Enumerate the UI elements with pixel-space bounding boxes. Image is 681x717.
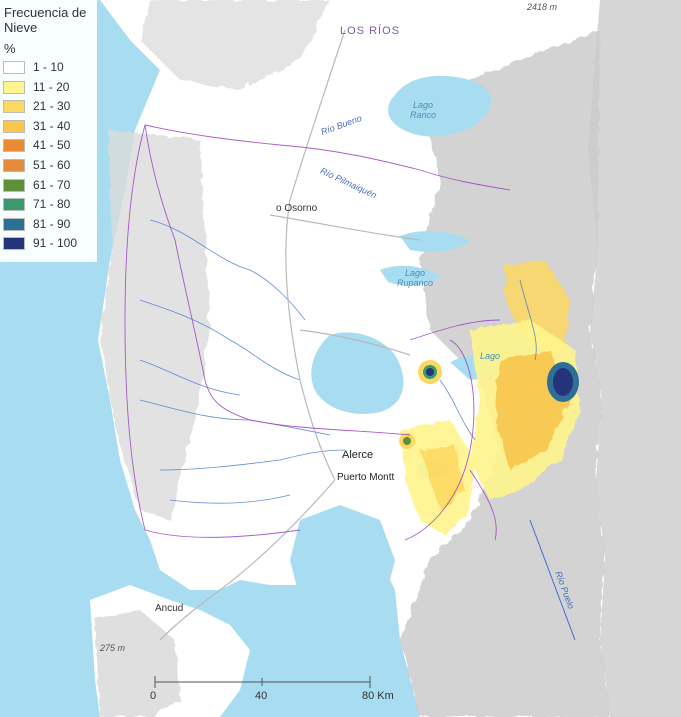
lago-llanquihue-water [311,332,404,415]
legend-unit: % [4,41,16,56]
legend-swatch [3,119,25,133]
snow-volcano-osorno-core [426,368,434,376]
legend-label: 91 - 100 [33,236,78,251]
regional-boundary [124,124,511,541]
north-relief [140,0,330,90]
legend-title: Frecuencia de Nieve [4,5,87,35]
lago-puyehue-water [400,231,470,252]
legend-label: 31 - 40 [33,118,71,133]
legend-panel: Frecuencia de Nieve % 1 - 10 11 - 20 21 - … [0,0,97,262]
legend-swatch [3,61,25,74]
city-label-ancud: Ancud [155,603,184,614]
legend-label: 71 - 80 [33,197,71,212]
region-label-los-rios: LOS RÍOS [340,25,400,37]
city-label-puerto-montt: Puerto Montt [337,472,395,483]
roads [159,29,421,641]
elevation-label-top: 2418 m [527,2,558,12]
city-label-alerce: Alerce [342,449,374,461]
legend-swatch [3,139,25,153]
snow-volcano-calbuco-core [403,437,411,445]
argentina-land [588,0,681,717]
lake-label-rupanco: Lago Rupanco [396,268,434,288]
legend-label: 41 - 50 [33,138,71,153]
legend-swatch [3,198,25,212]
legend-label: 21 - 30 [33,99,71,114]
legend-label: 11 - 20 [33,79,70,94]
city-dot-icon: o [276,203,282,214]
lago-ranco-water [388,75,492,137]
legend-swatch [3,217,25,231]
city-name-osorno: Osorno [284,203,318,214]
chiloe-relief [95,610,180,717]
legend-swatch [3,159,25,172]
city-label-osorno: o Osorno [276,203,317,214]
scale-tick-0: 0 [150,690,157,702]
snow-tronador-core [553,368,573,396]
legend-swatch [3,178,25,192]
legend-label: 61 - 70 [33,177,71,192]
lake-label-ranco: Lago Ranco [409,100,436,120]
scale-bar [154,676,371,688]
scale-tick-80: 80 Km [362,690,394,702]
legend-label: 51 - 60 [33,158,71,172]
legend-label: 1 - 10 [33,60,64,74]
coastal-range-relief [100,130,210,520]
legend-label: 81 - 90 [33,216,71,231]
scale-tick-40: 40 [255,690,268,702]
elevation-label-left: 275 m [100,643,126,653]
lake-label-llanquihue: Lago [480,351,501,361]
legend-swatch [3,80,25,94]
seno-reloncavi-water [290,505,395,630]
legend-swatch [3,237,25,251]
rio-puelo-line [529,519,576,641]
lago-rupanco-water [380,265,440,286]
legend-swatch [3,100,25,114]
snow-frequency-layer [399,260,580,535]
